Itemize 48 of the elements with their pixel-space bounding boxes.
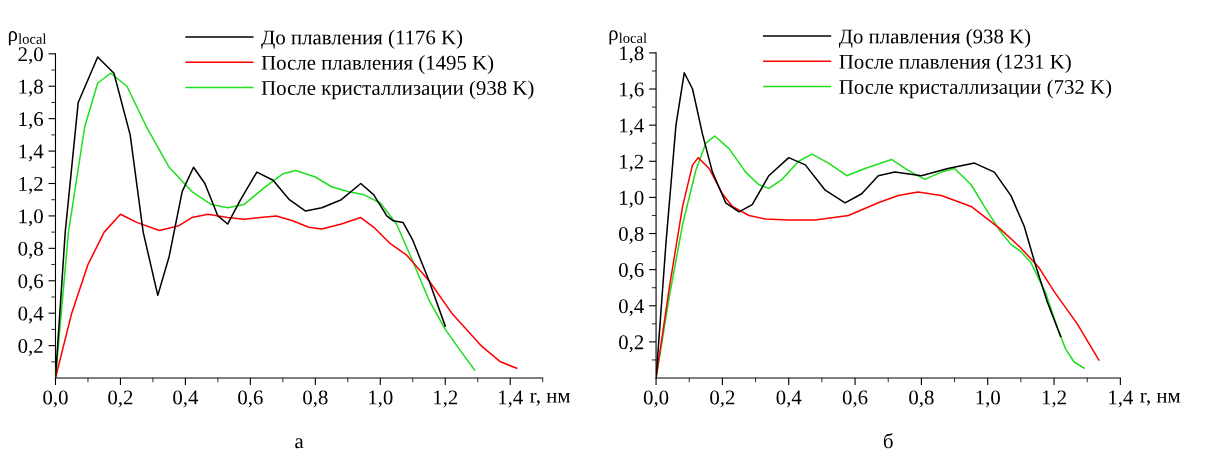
y-tick-label: 0,8	[619, 226, 644, 244]
legend-label: После плавления (1231 K)	[839, 54, 1071, 74]
y-axis-title: ρ$_{local}$	[8, 31, 47, 46]
x-tick-label: 1,0	[976, 390, 1000, 408]
x-tick-label: 0,8	[909, 390, 934, 408]
x-tick-label: 1,2	[1042, 390, 1066, 408]
x-tick-label: 0,0	[43, 390, 68, 408]
legend-label: После плавления (1495 K)	[261, 55, 494, 75]
y-tick-label: 1,6	[19, 112, 44, 130]
y-tick-label: 1,0	[620, 190, 644, 208]
x-tick-label: 1,4	[1109, 390, 1134, 408]
x-tick-label: 1,4	[499, 390, 523, 408]
x-tick-label: 0,2	[710, 390, 735, 408]
y-tick-label: 1,2	[620, 154, 644, 172]
y-tick-label: 1,6	[620, 82, 644, 100]
y-tick-label: 1,2	[19, 176, 43, 194]
x-axis-title: r, нм	[1140, 392, 1181, 406]
y-tick-label: 1,0	[19, 209, 43, 227]
x-axis-title: r, нм	[530, 392, 571, 406]
line-series	[55, 213, 518, 379]
text: б	[883, 433, 893, 449]
y-axis-title: ρ$_{local}$	[609, 30, 647, 45]
x-tick-label: 0,6	[842, 390, 868, 408]
y-tick-label: 0,2	[619, 335, 644, 353]
y-tick-label: 0,8	[18, 241, 43, 259]
y-tick-label: 1,8	[620, 46, 644, 64]
legend-label: После кристаллизации (938 K)	[261, 80, 534, 100]
x-tick-label: 0,6	[238, 390, 263, 408]
x-tick-label: 0,0	[643, 390, 669, 408]
y-tick-label: 1,8	[19, 79, 43, 97]
legend-label: До плавления (938 K)	[838, 28, 1031, 48]
y-tick-label: 0,6	[619, 263, 644, 281]
y-tick-label: 0,2	[18, 338, 43, 357]
legend-label: До плавления (1176 K)	[261, 29, 463, 49]
x-tick-label: 0,2	[108, 390, 133, 408]
y-tick-label: 2,0	[18, 47, 43, 65]
x-tick-label: 1,0	[369, 390, 393, 408]
y-tick-label: 0,4	[18, 306, 44, 324]
text: а	[295, 438, 304, 449]
x-tick-label: 1,2	[434, 390, 458, 408]
x-tick-label: 0,4	[776, 390, 802, 408]
y-tick-label: 0,4	[619, 299, 644, 317]
y-tick-label: 1,4	[19, 144, 44, 162]
x-tick-label: 0,4	[173, 390, 199, 408]
y-tick-label: 0,6	[18, 274, 44, 292]
x-tick-label: 0,8	[303, 390, 328, 408]
legend-label: После кристаллизации (732 K)	[839, 79, 1112, 99]
y-tick-label: 1,4	[620, 118, 644, 136]
